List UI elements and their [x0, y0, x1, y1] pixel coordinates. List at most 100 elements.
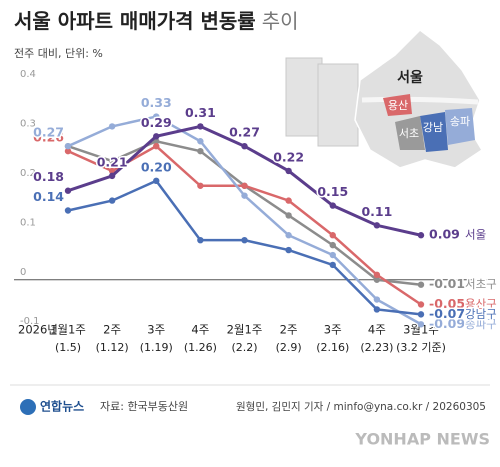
point [285, 232, 292, 239]
source: 자료: 한국부동산원 [100, 400, 188, 413]
x-tick-date: (1.19) [140, 341, 173, 354]
data-label: 0.18 [33, 169, 64, 184]
point [64, 142, 72, 150]
point [241, 182, 248, 189]
point [108, 172, 116, 180]
legend-label: 송파구 [465, 317, 497, 331]
legend-label: 용산구 [465, 297, 497, 311]
data-label: -0.05 [429, 296, 465, 311]
point [108, 157, 116, 165]
point [329, 202, 336, 209]
chart-title: 서울 아파트 매매가격 변동률 추이 [14, 9, 299, 33]
data-label: 0.27 [229, 125, 260, 140]
point [373, 222, 381, 229]
point [197, 138, 204, 145]
point [197, 123, 204, 130]
point [241, 236, 248, 244]
data-label: 0.31 [185, 105, 216, 120]
x-tick-label: 1월1주 [50, 323, 86, 337]
point [64, 187, 72, 194]
legend-label: 서초구 [465, 277, 497, 291]
x-tick-date: (2.16) [316, 341, 349, 354]
point [417, 321, 425, 328]
point [373, 296, 381, 303]
y-tick-label: -0.1 [20, 316, 40, 327]
point [285, 197, 292, 204]
legend-label: 서울 [465, 228, 486, 242]
data-label: 0.33 [141, 95, 172, 110]
point [329, 251, 336, 259]
data-label: 0.26 [33, 130, 64, 145]
data-label: 0.09 [429, 227, 460, 242]
x-tick-label: 2월1주 [227, 323, 263, 337]
x-tick-date: (2.2) [231, 341, 257, 354]
data-label: 0.21 [97, 154, 128, 169]
point [153, 142, 160, 150]
data-label: 0.20 [141, 159, 172, 174]
title-main: 서울 아파트 매매가격 변동률 [14, 9, 256, 33]
data-label: 0.11 [361, 204, 392, 219]
data-label: 0.15 [317, 184, 348, 199]
point [153, 113, 160, 120]
map-label: 서울 [397, 69, 423, 86]
point [417, 301, 425, 308]
point [153, 133, 160, 140]
year-label: 2026년 [18, 323, 58, 337]
data-label: -0.07 [429, 306, 465, 321]
point [417, 281, 425, 288]
point [373, 306, 381, 313]
point [373, 271, 381, 279]
x-tick-date: (1.12) [96, 341, 129, 354]
logo-icon [20, 399, 36, 415]
point [241, 192, 248, 199]
y-tick-label: 0 [20, 267, 26, 278]
y-tick-label: 0.3 [20, 118, 36, 129]
y-tick-label: 0.4 [20, 69, 36, 80]
x-tick-label: 4주 [191, 323, 209, 337]
credit: 원형민, 김민지 기자 / minfo@yna.co.kr / 20260305 [236, 401, 486, 413]
legend-label: 강남구 [465, 307, 497, 321]
point [417, 311, 425, 318]
map-label: 서초 [399, 127, 419, 140]
data-label: 0.29 [141, 115, 172, 130]
point [64, 207, 72, 214]
data-label: -0.01 [429, 276, 465, 291]
subtitle: 전주 대비, 단위: % [14, 47, 103, 60]
x-tick-label: 2주 [280, 323, 298, 337]
y-tick-label: 0.2 [20, 168, 36, 179]
point [329, 241, 336, 249]
x-tick-label: 2주 [103, 323, 121, 337]
point [329, 261, 336, 269]
x-tick-date: (1.5) [55, 341, 81, 354]
x-tick-label: 3주 [324, 323, 342, 337]
point [64, 147, 72, 155]
x-tick-label: 4주 [368, 323, 386, 337]
point [373, 276, 381, 283]
point [285, 246, 292, 254]
point [153, 177, 160, 185]
x-tick-date: (3.2 기준) [396, 341, 446, 354]
point [417, 232, 425, 239]
data-label: 0.14 [33, 189, 64, 204]
series-line [67, 179, 422, 316]
x-tick-date: (2.9) [276, 341, 302, 354]
point [108, 197, 116, 204]
x-tick-label: 3월1주 [403, 323, 439, 337]
y-tick-label: 0.1 [20, 217, 36, 228]
data-label: -0.09 [429, 316, 465, 331]
point [285, 212, 292, 219]
x-tick-label: 3주 [147, 323, 165, 337]
seoul-map [354, 29, 484, 169]
watermark: YONHAP NEWS [354, 430, 490, 449]
title-suffix: 추이 [262, 9, 299, 33]
data-label: 0.27 [33, 125, 64, 140]
point [329, 232, 336, 239]
point [241, 142, 248, 150]
map-label: 용산 [388, 99, 408, 112]
data-label: 0.22 [273, 149, 304, 164]
buildings-illustration [285, 57, 359, 147]
point [285, 167, 292, 175]
point [197, 236, 204, 244]
point [197, 147, 204, 155]
